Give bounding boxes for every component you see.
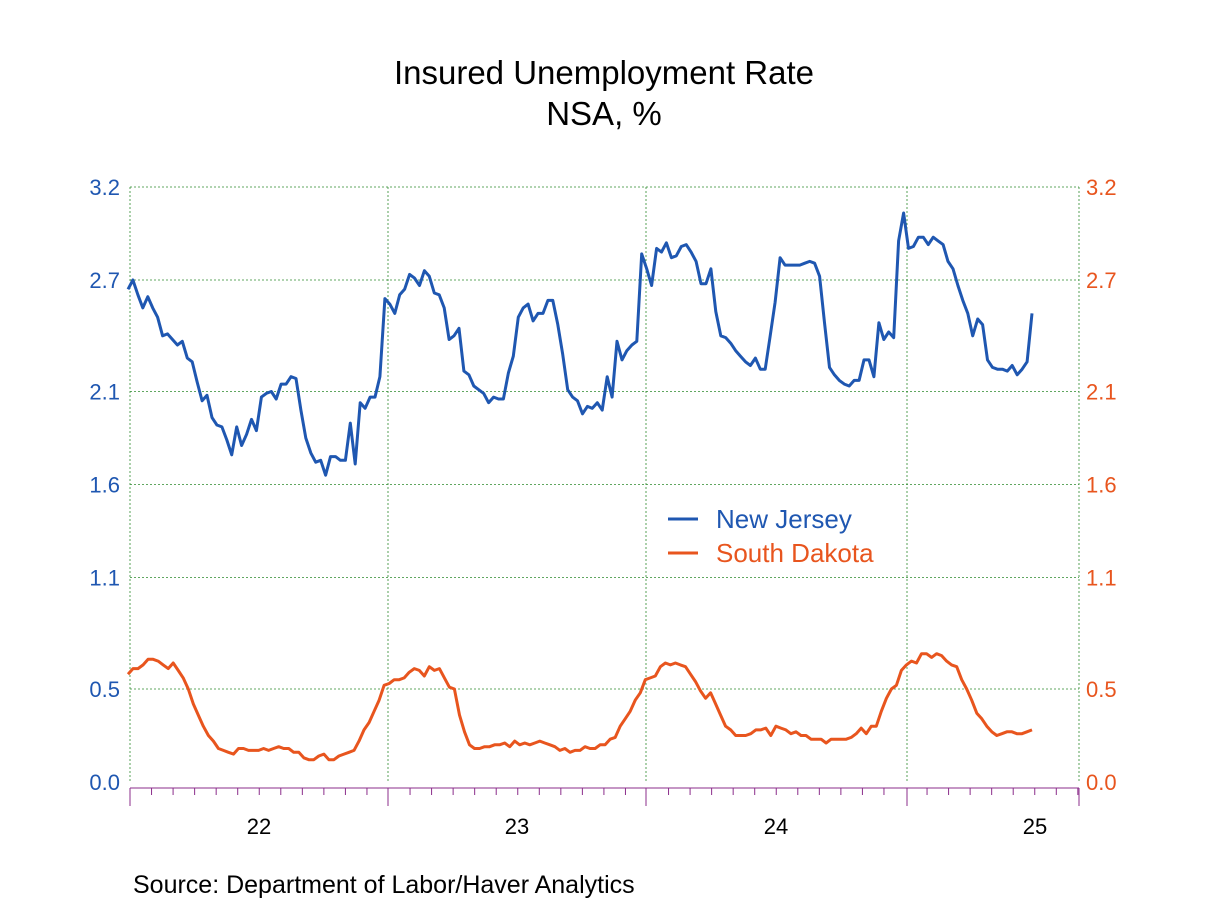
y-left-tick-label: 2.7 [89, 268, 120, 293]
x-tick-label: 25 [1023, 814, 1047, 839]
series-line-south-dakota [126, 652, 1033, 762]
y-right-tick-label: 1.6 [1086, 473, 1117, 498]
x-tick-label: 23 [505, 814, 529, 839]
y-right-tick-label: 0.5 [1086, 677, 1117, 702]
y-left-tick-label: 1.1 [89, 565, 120, 590]
series-line-new-jersey [126, 211, 1034, 477]
y-left-tick-label: 0.5 [89, 677, 120, 702]
grid [129, 186, 1080, 782]
source-note: Source: Department of Labor/Haver Analyt… [133, 871, 635, 899]
y-right-tick-label: 3.2 [1086, 175, 1117, 200]
x-tick-label: 24 [764, 814, 788, 839]
legend-label: New Jersey [716, 504, 852, 534]
series-lines [126, 211, 1034, 762]
x-tick-label: 22 [247, 814, 271, 839]
y-left-tick-label: 0.0 [89, 770, 120, 795]
y-left-tick-label: 1.6 [89, 473, 120, 498]
y-right-tick-label: 2.1 [1086, 380, 1117, 405]
legend-label: South Dakota [716, 538, 874, 568]
chart-title: Insured Unemployment Rate [393, 54, 815, 91]
y-left-tick-label: 2.1 [89, 380, 120, 405]
y-right-tick-label: 0.0 [1086, 770, 1117, 795]
chart-subtitle: NSA, % [546, 95, 662, 132]
y-right-tick-label: 2.7 [1086, 268, 1117, 293]
y-left-tick-label: 3.2 [89, 175, 120, 200]
axes: 3.2 2.7 2.1 1.6 1.1 0.5 0.0 3.2 2.7 2.1 1.6 1.1 0.5 0… [89, 175, 1116, 839]
y-right-tick-label: 1.1 [1086, 565, 1117, 590]
legend: New Jersey South Dakota [668, 504, 874, 568]
